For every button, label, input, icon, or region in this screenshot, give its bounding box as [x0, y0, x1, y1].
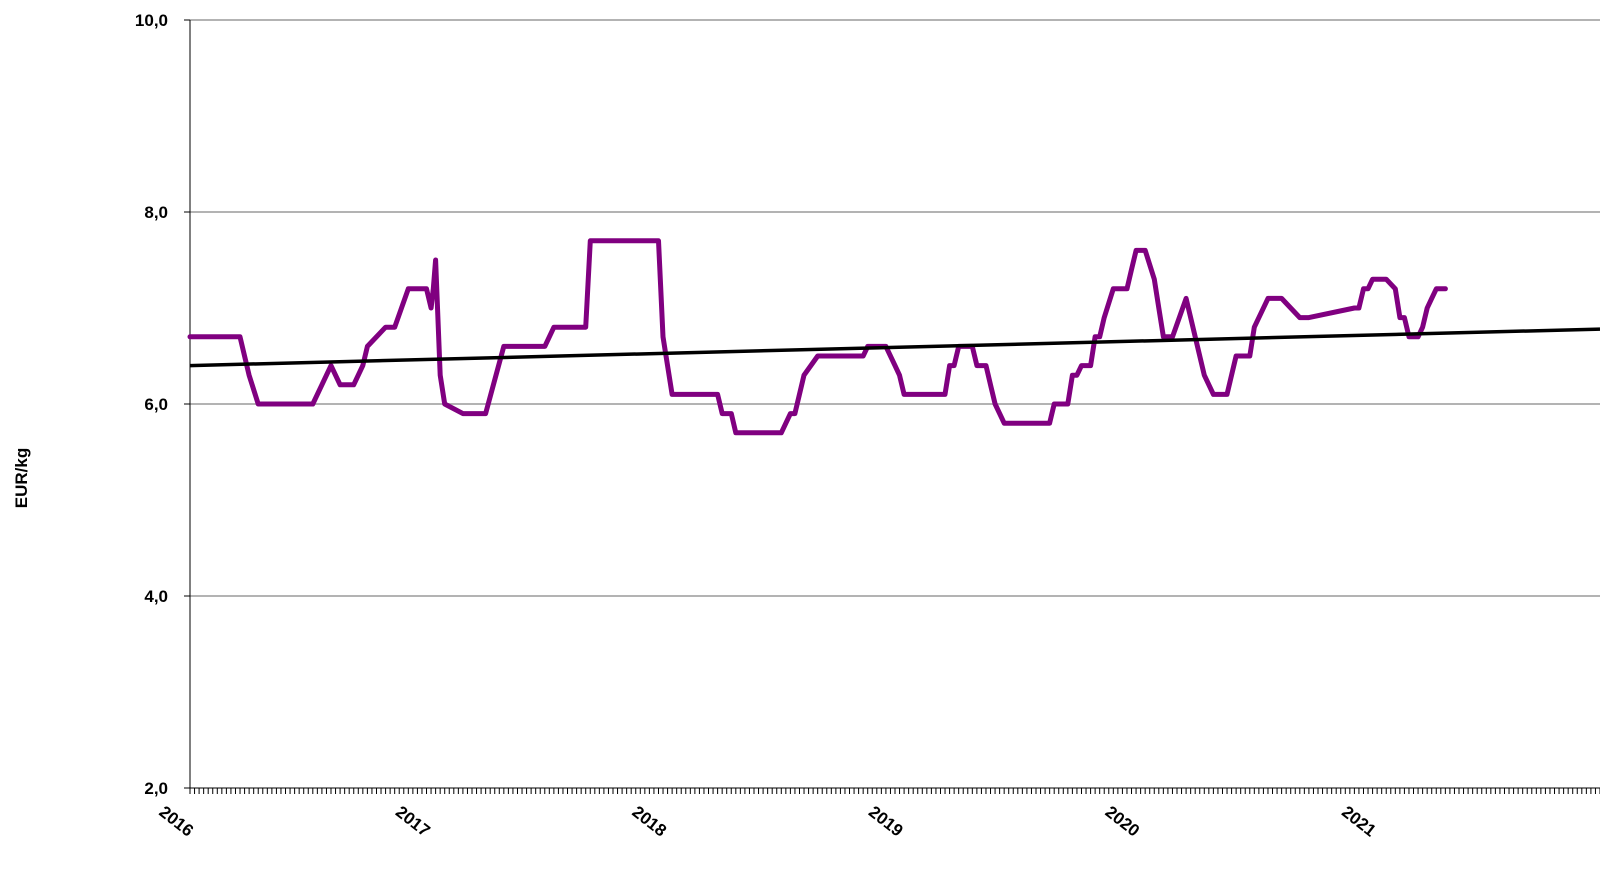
- y-tick-label: 2,0: [144, 779, 168, 798]
- y-tick-label: 4,0: [144, 587, 168, 606]
- y-tick-label: 6,0: [144, 395, 168, 414]
- trendline: [189, 327, 1600, 368]
- x-axis-minor-ticks: [189, 788, 1600, 794]
- trendline-layer: [189, 327, 1600, 368]
- x-tick-label: 2017: [392, 802, 434, 840]
- x-tick-label: 2021: [1338, 802, 1380, 840]
- y-axis-ticks: 2,0 4,0 6,0 8,0 10,0: [135, 11, 190, 798]
- x-axis-ticks: 2016 2017 2018 2019 2020 2021: [156, 802, 1380, 840]
- x-tick-label: 2020: [1102, 802, 1144, 840]
- x-tick-label: 2016: [156, 802, 198, 840]
- x-tick-label: 2019: [865, 802, 907, 840]
- y-tick-label: 10,0: [135, 11, 168, 30]
- x-tick-label: 2018: [629, 802, 671, 840]
- gridlines: [190, 19, 1600, 597]
- series-layer: [187, 238, 1448, 436]
- y-axis-label: EUR/kg: [12, 448, 31, 508]
- price-series-line: [187, 238, 1448, 436]
- y-tick-label: 8,0: [144, 203, 168, 222]
